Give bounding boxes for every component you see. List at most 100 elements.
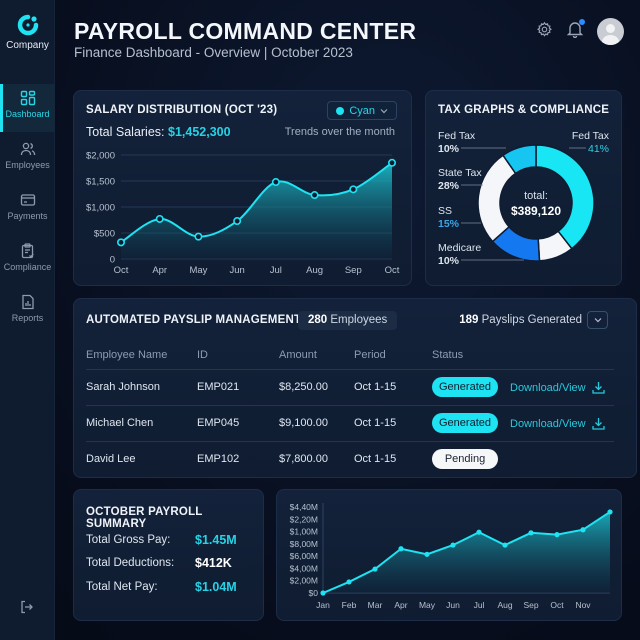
y-tick-label: $1,000 (86, 203, 115, 214)
y-tick-label: $2,000 (86, 151, 115, 162)
status-badge: Generated (432, 413, 498, 433)
sidebar-item-compliance[interactable]: Compliance (0, 237, 55, 285)
x-tick-label: Jul (474, 600, 485, 610)
y-tick-label: $4,40M (290, 502, 318, 512)
column-header-name[interactable]: Employee Name (86, 349, 168, 361)
amount: $7,800.00 (279, 453, 328, 465)
summary-label: Total Deductions: (86, 557, 175, 569)
bell-icon (566, 21, 584, 38)
y-tick-label: $4,00M (290, 563, 318, 573)
period: Oct 1-15 (354, 453, 397, 465)
employees-label: Employees (330, 314, 388, 326)
period: Oct 1-15 (354, 417, 397, 429)
x-tick-label: Apr (394, 600, 407, 610)
y-tick-label: $1,500 (86, 177, 115, 188)
data-point (502, 542, 508, 548)
data-point (424, 551, 430, 557)
tax-label-pct: 10% (438, 255, 460, 267)
trends-caption: Trends over the month (284, 126, 395, 138)
logout-icon (21, 600, 33, 614)
clipboard-check-icon (21, 243, 34, 259)
chevron-down-icon (594, 318, 601, 323)
page-subtitle: Finance Dashboard - Overview | October 2… (74, 45, 353, 60)
avatar[interactable] (597, 18, 624, 45)
sidebar-item-employees[interactable]: Employees (0, 135, 55, 183)
status-badge: Pending (432, 449, 498, 469)
salary-area-chart: 0 $500 $1,000 $1,500 $2,000 Oct Apr May Jun Jul Au… (86, 151, 400, 277)
donut-slice (502, 144, 537, 175)
data-point (233, 217, 242, 226)
y-tick-label: 0 (110, 255, 115, 266)
total-salaries-value: $1,452,300 (168, 125, 231, 139)
sidebar-item-reports[interactable]: Reports (0, 288, 55, 336)
payroll-summary-card: OCTOBER PAYROLL SUMMARY Total Gross Pay:… (73, 489, 264, 621)
amount: $9,100.00 (279, 417, 328, 429)
data-point (476, 529, 482, 535)
y-tick-label: $2,20M (290, 514, 318, 524)
download-icon (591, 382, 605, 394)
y-tick-label: $0 (309, 588, 319, 598)
tax-label-name: State Tax (438, 167, 482, 179)
summary-label: Total Net Pay: (86, 581, 158, 593)
column-header-id[interactable]: ID (197, 349, 208, 361)
tax-label-pct: 15% (438, 218, 460, 230)
deductions-value: $412K (195, 556, 232, 570)
sidebar-item-label: Payments (7, 211, 48, 221)
notification-dot (579, 18, 585, 25)
download-view-link[interactable]: Download/View (510, 417, 605, 430)
x-tick-label: Sep (523, 600, 538, 610)
tax-label-name: Medicare (438, 242, 482, 254)
column-header-status[interactable]: Status (432, 349, 464, 361)
column-header-amount[interactable]: Amount (279, 349, 317, 361)
data-point (607, 509, 613, 515)
employee-name: David Lee (86, 453, 136, 465)
y-tick-label: $500 (94, 229, 115, 240)
logout-button[interactable] (20, 600, 34, 619)
x-tick-label: Apr (152, 265, 167, 276)
sidebar-item-label: Reports (11, 313, 44, 323)
data-point (349, 185, 358, 194)
settings-button[interactable] (536, 21, 553, 43)
data-point (580, 527, 586, 533)
x-tick-label: Nov (575, 600, 591, 610)
download-icon (591, 418, 605, 430)
credit-card-icon (20, 194, 35, 206)
employee-id: EMP045 (197, 417, 240, 429)
x-tick-label: Jun (446, 600, 460, 610)
download-view-label: Download/View (510, 381, 586, 394)
header-actions (536, 18, 624, 45)
sidebar-item-label: Employees (5, 160, 50, 170)
data-point (554, 532, 560, 538)
report-chart-icon (21, 294, 34, 310)
y-tick-label: $2,00M (290, 576, 318, 586)
employee-name: Sarah Johnson (86, 381, 160, 393)
payslips-dropdown-button[interactable] (587, 311, 608, 329)
x-tick-label: Aug (306, 265, 323, 276)
area-fill (323, 511, 610, 593)
payslip-management-card: AUTOMATED PAYSLIP MANAGEMENT 280 Employe… (73, 298, 637, 478)
x-tick-label: Jul (270, 265, 282, 276)
table-row: Sarah Johnson EMP021 $8,250.00 Oct 1-15 … (86, 369, 614, 405)
yearly-area-chart: $0 $2,00M $4,00M $6,00M $8,00M $1,00M $2,20M $4… (290, 502, 613, 610)
x-tick-label: Feb (342, 600, 357, 610)
yearly-trend-card: $0 $2,00M $4,00M $6,00M $8,00M $1,00M $2,20M $4… (276, 489, 622, 621)
x-tick-label: Oct (385, 265, 400, 276)
tax-label-pct: 28% (438, 180, 460, 192)
select-value: Cyan (349, 104, 375, 117)
download-view-link[interactable]: Download/View (510, 381, 605, 394)
company-logo[interactable]: Company (0, 14, 55, 51)
sidebar-item-dashboard[interactable]: Dashboard (0, 84, 55, 132)
data-point (155, 214, 164, 223)
sidebar-item-label: Compliance (3, 262, 52, 272)
card-title: OCTOBER PAYROLL SUMMARY (86, 506, 203, 530)
amount: $8,250.00 (279, 381, 328, 393)
employee-name: Michael Chen (86, 417, 154, 429)
payslips-generated: 189 Payslips Generated (459, 314, 582, 326)
data-point (528, 530, 534, 536)
sidebar-item-payments[interactable]: Payments (0, 186, 55, 234)
column-header-period[interactable]: Period (354, 349, 386, 361)
download-view-label: Download/View (510, 417, 586, 430)
color-select-dropdown[interactable]: Cyan (327, 101, 397, 120)
card-title: AUTOMATED PAYSLIP MANAGEMENT (86, 314, 302, 326)
notifications-button[interactable] (566, 18, 585, 43)
